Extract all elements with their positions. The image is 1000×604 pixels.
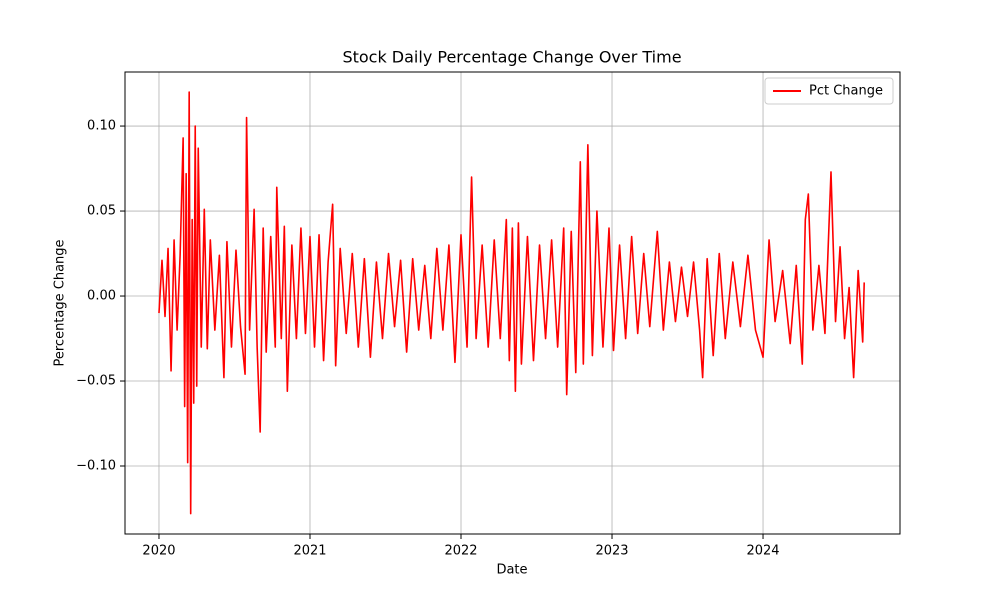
y-tick-label: 0.10 — [87, 119, 116, 134]
data-line — [158, 91, 866, 515]
x-tick-label: 2023 — [595, 544, 628, 559]
x-axis-label: Date — [496, 563, 527, 578]
x-tick-label: 2022 — [444, 544, 477, 559]
plot-frame — [124, 71, 901, 535]
y-tick-label: 0.00 — [87, 289, 116, 304]
y-tick-label: −0.05 — [76, 374, 116, 389]
x-tick-label: 2021 — [293, 544, 326, 559]
y-axis-label: Percentage Change — [53, 239, 68, 366]
x-tick-label: 2020 — [142, 544, 175, 559]
legend-label: Pct Change — [809, 84, 883, 99]
legend-box — [764, 77, 894, 105]
x-tick-label: 2024 — [746, 544, 779, 559]
y-tick-label: 0.05 — [87, 204, 116, 219]
y-tick-label: −0.10 — [76, 459, 116, 474]
chart-title: Stock Daily Percentage Change Over Time — [342, 48, 681, 67]
